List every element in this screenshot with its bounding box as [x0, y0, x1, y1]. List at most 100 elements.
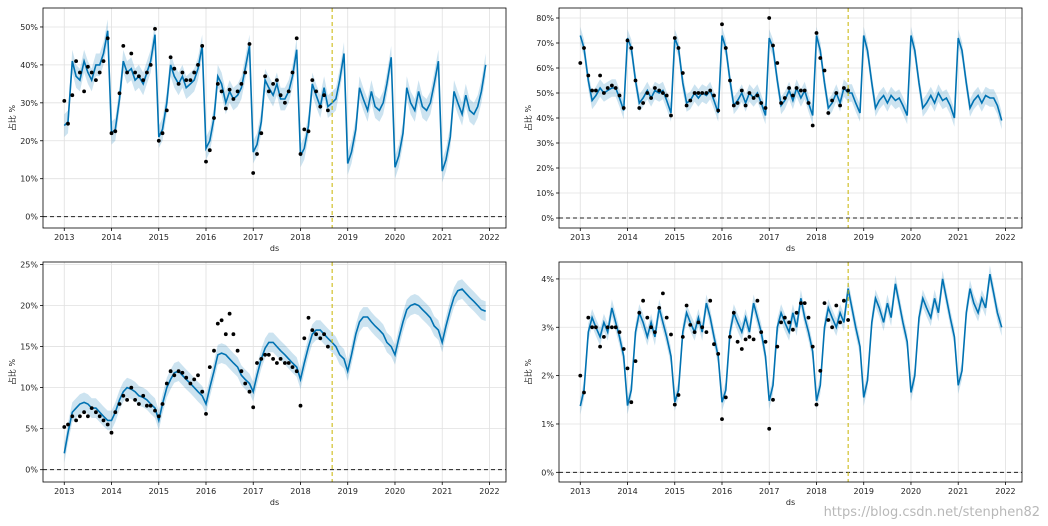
data-point — [759, 101, 764, 105]
data-point — [621, 106, 626, 110]
data-point — [286, 89, 291, 94]
data-point — [278, 357, 283, 361]
y-axis-label: 占比 % — [7, 105, 17, 132]
data-point — [200, 389, 205, 394]
x-tick-label: 2022 — [995, 487, 1015, 496]
data-point — [700, 325, 705, 330]
data-point — [212, 348, 216, 353]
x-tick-label: 2014 — [617, 487, 637, 496]
data-point — [212, 116, 216, 120]
data-point — [172, 66, 177, 71]
forecast-line — [579, 35, 1003, 121]
data-point — [723, 46, 728, 50]
forecast-line — [63, 30, 487, 172]
data-point — [680, 335, 685, 339]
data-point — [637, 310, 642, 315]
data-point — [594, 88, 598, 93]
data-point — [176, 369, 181, 374]
data-point — [105, 36, 110, 41]
data-point — [266, 352, 271, 357]
y-tick-label: 30% — [536, 139, 554, 148]
data-point — [113, 410, 118, 415]
data-point — [728, 335, 732, 339]
data-point — [810, 344, 815, 349]
data-point — [629, 400, 634, 405]
data-point — [802, 88, 807, 93]
data-point — [846, 318, 850, 322]
y-tick-label: 40% — [536, 114, 554, 123]
data-point — [243, 381, 248, 386]
data-point — [633, 359, 638, 363]
data-point — [602, 91, 606, 95]
x-tick-label: 2014 — [101, 487, 121, 496]
data-point — [263, 352, 267, 357]
data-point — [247, 389, 252, 394]
x-tick-label: 2018 — [290, 487, 310, 496]
data-point — [188, 381, 193, 386]
data-point — [743, 103, 748, 108]
data-point — [86, 64, 90, 69]
data-point — [586, 315, 591, 320]
data-point — [791, 93, 795, 98]
data-point — [633, 78, 638, 83]
y-tick-label: 5% — [25, 425, 38, 434]
data-point — [834, 303, 839, 308]
data-point — [223, 332, 228, 337]
data-point — [728, 78, 732, 83]
x-tick-label: 2022 — [479, 233, 499, 242]
data-point — [243, 70, 248, 75]
x-tick-label: 2017 — [243, 233, 263, 242]
data-point — [141, 78, 146, 82]
data-point — [306, 129, 311, 134]
y-axis-label: 占比 % — [523, 105, 533, 132]
x-tick-label: 2016 — [712, 233, 732, 242]
data-point — [791, 327, 795, 332]
data-point — [259, 131, 264, 136]
data-point — [204, 412, 208, 416]
data-point — [806, 101, 811, 105]
x-tick-label: 2022 — [479, 487, 499, 496]
data-point — [755, 298, 760, 303]
data-point — [318, 336, 323, 341]
x-tick-label: 2018 — [290, 233, 310, 242]
data-point — [602, 335, 606, 339]
data-point — [653, 86, 657, 90]
data-point — [196, 63, 200, 67]
x-tick-label: 2021 — [432, 233, 452, 242]
data-point — [97, 70, 102, 75]
data-point — [302, 127, 307, 132]
data-point — [720, 417, 724, 421]
data-point — [263, 74, 267, 79]
data-point — [708, 88, 713, 93]
data-point — [794, 86, 799, 90]
data-point — [669, 113, 673, 118]
data-point — [62, 99, 67, 103]
data-point — [145, 70, 149, 75]
data-point — [290, 365, 295, 369]
data-point — [259, 357, 264, 361]
data-point — [763, 106, 768, 110]
data-point — [838, 320, 842, 325]
data-point — [712, 342, 716, 347]
data-point — [661, 91, 665, 95]
data-point — [302, 336, 307, 341]
data-point — [846, 88, 850, 93]
data-point — [239, 369, 244, 374]
x-tick-label: 2016 — [196, 233, 216, 242]
data-point — [692, 330, 697, 334]
data-point — [782, 315, 787, 320]
data-point — [322, 332, 326, 337]
data-point — [207, 148, 212, 153]
chart-panel-1: 2013 2014 2015 2016 2017 2018 2019 2020 2021 2022… — [7, 7, 507, 253]
data-point — [219, 318, 224, 323]
uncertainty-band — [580, 26, 1002, 130]
y-tick-label: 0% — [25, 213, 38, 222]
data-point — [716, 352, 721, 356]
data-point — [779, 320, 783, 325]
data-point — [113, 129, 118, 134]
data-point — [657, 88, 662, 93]
x-tick-label: 2015 — [665, 233, 685, 242]
data-point — [645, 91, 650, 95]
